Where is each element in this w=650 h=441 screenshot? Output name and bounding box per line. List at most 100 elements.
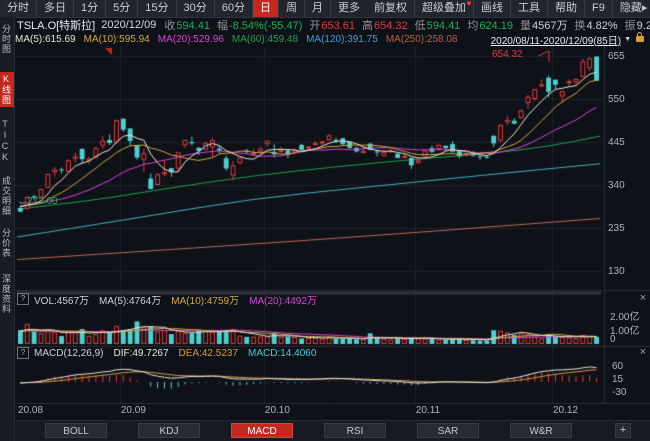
quote-field-label-close: 收 xyxy=(164,19,176,32)
macd-header-dif: DIF:49.7267 xyxy=(113,347,169,359)
indicator-tab-sar[interactable]: SAR xyxy=(417,423,479,438)
low-price-annotation: ←273.00 xyxy=(17,196,58,207)
toolbar-item-5min[interactable]: 5分 xyxy=(106,0,139,17)
sidebar-item-time-chart[interactable]: 分时图 xyxy=(1,24,11,54)
ma-value-ma20: MA(20):529.96 xyxy=(157,33,224,45)
macd-axis-label: -30 xyxy=(612,387,627,398)
toolbar-item-f9[interactable]: F9 xyxy=(585,0,613,17)
lock-icon[interactable] xyxy=(636,32,644,42)
volume-header-vma5: MA(5):4764万 xyxy=(99,295,162,307)
macd-header-macd: MACD:14.4060 xyxy=(248,347,317,359)
toolbar-item-15min[interactable]: 15分 xyxy=(138,0,177,17)
sidebar-item-price-table[interactable]: 分价表 xyxy=(1,228,11,258)
help-icon[interactable]: ? xyxy=(17,347,29,359)
quote-field-label-turnover: 换 xyxy=(574,19,586,32)
volume-axis-label: 2.00亿 xyxy=(610,312,640,323)
quote-field-value-avg: 624.19 xyxy=(479,19,513,32)
toolbar-item-time-share[interactable]: 分时 xyxy=(0,0,37,17)
date-axis-label: 20.08 xyxy=(18,405,44,416)
ma-value-ma60: MA(60):459.48 xyxy=(231,33,299,45)
quote-field-open: 开653.61 xyxy=(309,20,355,32)
sidebar-item-depth-info[interactable]: 深度资料 xyxy=(1,274,11,314)
notification-dot-icon xyxy=(467,1,471,5)
kline-chart-canvas[interactable] xyxy=(15,46,650,420)
toolbar-item-1min[interactable]: 1分 xyxy=(74,0,107,17)
top-toolbar: 分时 多日 1分 5分 15分 30分 60分日周月更多 前复权 超级叠加 画线 工具 帮助 F9 隐藏… xyxy=(0,0,650,18)
toolbar-item-draw-line[interactable]: 画线 xyxy=(474,0,511,17)
price-axis-label: 340 xyxy=(608,180,625,191)
quote-field-value-close: 594.41 xyxy=(176,19,210,32)
quote-field-value-turnover: 4.82% xyxy=(586,19,618,32)
macd-values: MACD(12,26,9) DIF:49.7267 DEA:42.5237 MACD:… xyxy=(34,348,326,359)
toolbar-item-more[interactable]: 更多 xyxy=(338,2,360,14)
toolbar-item-hide[interactable]: 隐藏▸ xyxy=(619,2,648,14)
chevron-down-icon[interactable]: ▼ xyxy=(624,35,631,43)
toolbar-item-week[interactable]: 周 xyxy=(279,0,305,17)
macd-axis-label: 60 xyxy=(612,361,624,372)
ma-value-ma10: MA(10):595.94 xyxy=(83,33,150,45)
toolbar-item-60min[interactable]: 60分 xyxy=(215,0,253,17)
quote-field-value-low: 594.41 xyxy=(426,19,461,32)
price-axis-label: 130 xyxy=(608,266,625,277)
ma-values: MA(5):615.69 MA(10):595.94 MA(20):529.96 MA… xyxy=(15,34,466,45)
quote-field-value-volume: 4567万 xyxy=(531,19,568,32)
indicator-tab-wr[interactable]: W&R xyxy=(510,423,572,438)
volume-header-vol: VOL:4567万 xyxy=(34,295,90,307)
indicator-tab-macd[interactable]: MACD xyxy=(231,423,293,438)
volume-header-vma20: MA(20):4492万 xyxy=(249,295,317,307)
date-range-selector[interactable]: 2020/08/11-2020/12/09(85日) xyxy=(490,35,622,47)
price-axis-label: 550 xyxy=(608,94,625,105)
toolbar-item-multi-day[interactable]: 多日 xyxy=(37,0,74,17)
indicator-tab-boll[interactable]: BOLL xyxy=(45,423,107,438)
quote-field-label-avg: 均 xyxy=(467,19,479,32)
sidebar-item-kline-chart[interactable]: K线图 xyxy=(0,72,14,107)
quote-field-label-low: 低 xyxy=(414,19,426,32)
ma-value-ma250: MA(250):258.08 xyxy=(385,33,458,45)
help-icon[interactable]: ? xyxy=(17,293,29,305)
left-sidebar: 分时图 K线图 TICK 成交明细分价表深度资料 xyxy=(0,17,15,441)
macd-axis-label: 15 xyxy=(612,374,624,385)
toolbar-item-super-overlay[interactable]: 超级叠加 xyxy=(415,0,474,17)
price-axis-label: 445 xyxy=(608,137,625,148)
high-price-annotation: 654.32 xyxy=(492,49,523,60)
date-axis-label: 20.10 xyxy=(264,405,290,416)
price-axis-label: 655 xyxy=(608,51,625,62)
volume-axis-label: 1.00亿 xyxy=(610,326,640,337)
quote-field-label-open: 开 xyxy=(309,19,321,32)
macd-pane-header: ? MACD(12,26,9) DIF:49.7267 DEA:42.5237 MAC… xyxy=(17,347,326,359)
quote-field-label-high: 高 xyxy=(362,19,373,32)
quote-field-value-change: -8.54%(-55.47) xyxy=(228,19,303,32)
volume-axis-label: 0 xyxy=(610,334,616,345)
add-indicator-button[interactable]: + xyxy=(615,423,631,438)
volume-header-vma10: MA(10):4759万 xyxy=(171,295,240,307)
toolbar-item-forward-adjust[interactable]: 前复权 xyxy=(367,0,415,17)
toolbar-actions-group: 前复权 超级叠加 画线 工具 帮助 F9 隐藏▸ xyxy=(367,0,650,17)
sidebar-item-trade-detail[interactable]: 成交明细 xyxy=(1,176,11,216)
ma-value-ma5: MA(5):615.69 xyxy=(15,33,76,45)
quote-field-amplitude: 振9.22% xyxy=(625,20,650,32)
macd-header-dea: DEA:42.5237 xyxy=(178,347,239,359)
volume-pane-close-icon[interactable]: × xyxy=(639,292,646,304)
indicator-tab-kdj[interactable]: KDJ xyxy=(138,423,200,438)
macd-pane-close-icon[interactable]: × xyxy=(639,346,646,358)
indicator-tab-rsi[interactable]: RSI xyxy=(324,423,386,438)
quote-field-high: 高654.32 xyxy=(362,20,408,32)
quote-info-bar: TSLA.O[特斯拉] 2020/12/09 收594.41 幅-8.54%(-5… xyxy=(15,17,650,32)
quote-field-value-high: 654.32 xyxy=(374,19,408,32)
toolbar-item-month[interactable]: 月 xyxy=(305,0,331,17)
macd-header-macd-params: MACD(12,26,9) xyxy=(34,347,104,359)
toolbar-item-30min[interactable]: 30分 xyxy=(177,0,215,17)
toolbar-item-help[interactable]: 帮助 xyxy=(548,0,585,17)
date-axis-label: 20.09 xyxy=(120,405,146,416)
quote-field-value-amplitude: 9.22% xyxy=(636,19,650,32)
volume-pane-header: ? VOL:4567万 MA(5):4764万 MA(10):4759万 MA(20)… xyxy=(17,293,327,307)
price-axis-label: 235 xyxy=(608,223,625,234)
toolbar-item-day[interactable]: 日 xyxy=(253,0,279,17)
toolbar-item-tools[interactable]: 工具 xyxy=(511,0,548,17)
ma-value-ma120: MA(120):391.75 xyxy=(306,33,378,45)
sidebar-item-tick[interactable]: TICK xyxy=(0,119,10,163)
date-axis-label: 20.12 xyxy=(552,405,579,416)
quote-field-volume: 量4567万 xyxy=(520,20,567,32)
quote-field-change: 幅-8.54%(-55.47) xyxy=(217,20,302,32)
